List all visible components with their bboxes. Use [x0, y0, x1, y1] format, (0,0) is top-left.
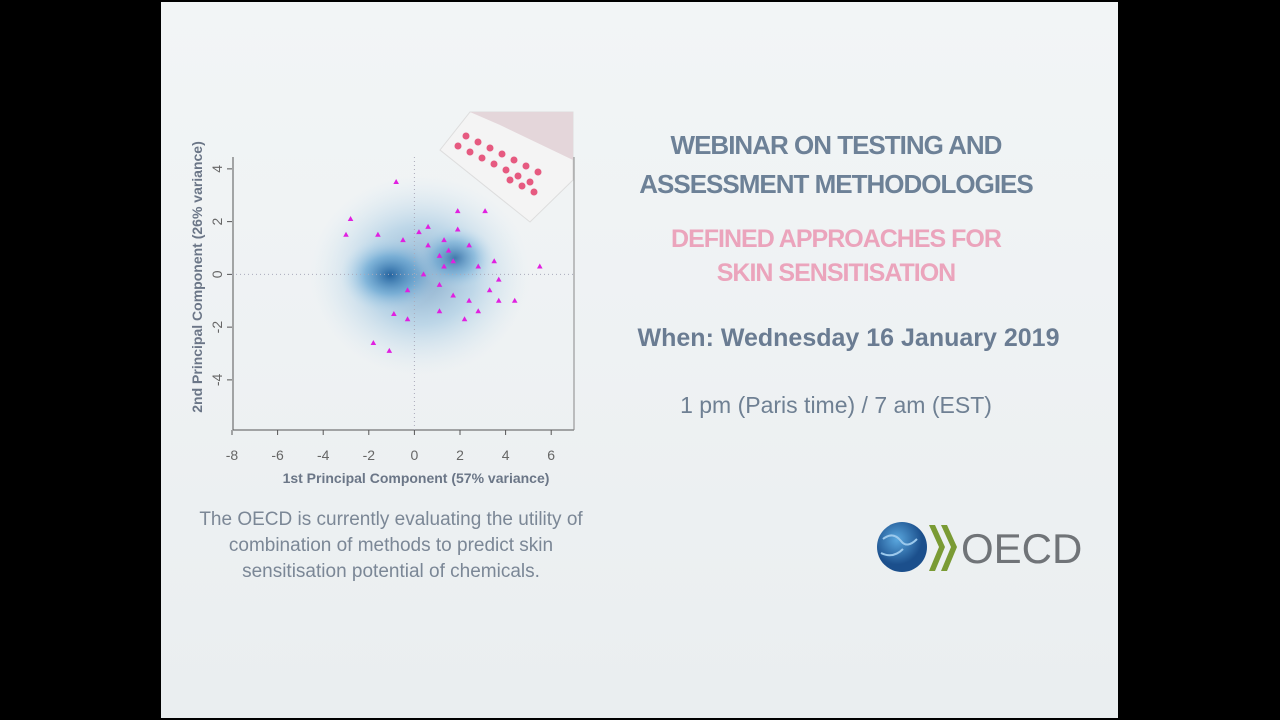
title-line: WEBINAR ON TESTING AND: [670, 130, 1003, 160]
subtitle-line: SKIN SENSITISATION: [716, 259, 957, 287]
chevrons: [929, 525, 957, 571]
title-line: ASSESSMENT METHODOLOGIES: [639, 169, 1034, 199]
time: 1 pm (Paris time) / 7 am (EST): [680, 392, 992, 418]
date: When: Wednesday 16 January 2019: [637, 324, 1060, 352]
caption-line: sensitisation potential of chemicals.: [242, 561, 540, 582]
logo-text: OECD: [961, 525, 1082, 572]
caption-line: combination of methods to predict skin: [228, 535, 554, 556]
subtitle: DEFINED APPROACHES FOR SKIN SENSITISATION: [581, 222, 1091, 290]
caption: The OECD is currently evaluating the uti…: [161, 507, 621, 585]
subtitle-line: DEFINED APPROACHES FOR: [671, 225, 1002, 253]
globe-lines: [880, 534, 918, 557]
oecd-logo: OECD: [877, 522, 1082, 572]
slide: WEBINAR ON TESTING AND ASSESSMENT METHODO…: [161, 2, 1118, 718]
globe: [877, 522, 927, 572]
title: WEBINAR ON TESTING AND ASSESSMENT METHODO…: [581, 126, 1091, 204]
caption-line: The OECD is currently evaluating the uti…: [199, 509, 583, 530]
